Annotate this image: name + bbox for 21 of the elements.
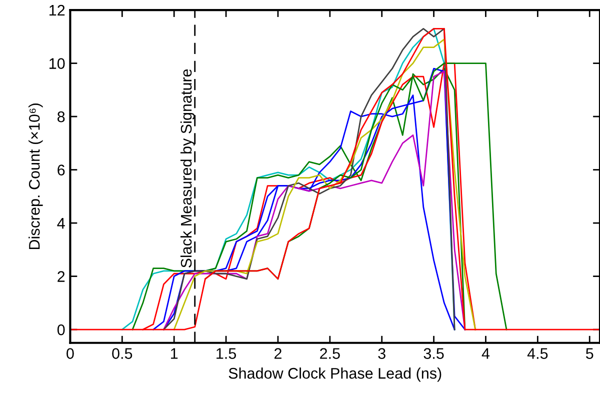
y-tick-label: 0: [57, 324, 65, 336]
x-axis-title: Shadow Clock Phase Lead (ns): [228, 368, 442, 382]
ref-line-label: Slack Measured by Signature: [180, 69, 195, 268]
x-tick-label: 4.5: [527, 348, 548, 359]
y-tick-label: 10: [50, 58, 65, 69]
x-tick-label: 2: [274, 348, 282, 359]
x-tick-label: 3.5: [424, 348, 444, 359]
y-tick-label: 12: [50, 4, 65, 16]
y-tick-label: 2: [58, 271, 65, 282]
y-tick-label: 4: [57, 218, 65, 229]
y-tick-label: 8: [58, 111, 65, 122]
x-tick-label: 0: [66, 348, 74, 359]
x-tick-label: 1.5: [216, 348, 236, 359]
x-tick-label: 4: [482, 348, 490, 359]
x-tick-label: 1: [171, 348, 178, 359]
y-axis-title: Discrep. Count (×10⁶): [28, 104, 43, 250]
x-tick-label: 0.5: [112, 348, 132, 359]
y-tick-label: 6: [58, 164, 65, 176]
x-tick-label: 2.5: [320, 348, 340, 359]
x-tick-label: 5: [586, 348, 594, 359]
x-tick-label: 3: [378, 348, 386, 359]
